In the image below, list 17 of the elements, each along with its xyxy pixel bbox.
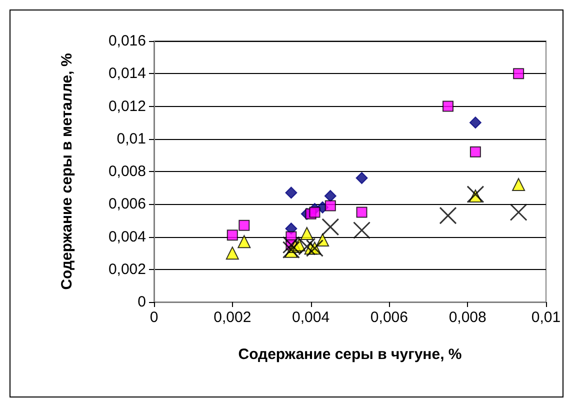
x-axis-title: Содержание серы в чугуне, % xyxy=(238,346,462,363)
y-tick-label: 0,008 xyxy=(108,163,146,180)
y-tick-label: 0,014 xyxy=(108,65,146,82)
x-tick-label: 0,004 xyxy=(292,309,330,326)
y-tick-label: 0,016 xyxy=(108,32,146,50)
x-tick-label: 0,002 xyxy=(214,309,252,326)
y-tick-label: 0 xyxy=(138,294,146,310)
x-tick-label: 0,006 xyxy=(370,309,408,326)
x-tick-label: 0,01 xyxy=(531,309,561,326)
x-tick-label: 0,008 xyxy=(448,309,486,326)
y-axis-title: Содержание серы в металле, % xyxy=(58,53,76,290)
y-tick-label: 0,002 xyxy=(108,260,146,278)
x-tick-label: 0 xyxy=(150,309,158,326)
y-tick-label: 0,006 xyxy=(108,196,146,213)
y-tick-label: 0,01 xyxy=(116,130,146,148)
y-tick-label: 0,004 xyxy=(108,228,146,246)
y-tick-label: 0,012 xyxy=(108,98,146,115)
